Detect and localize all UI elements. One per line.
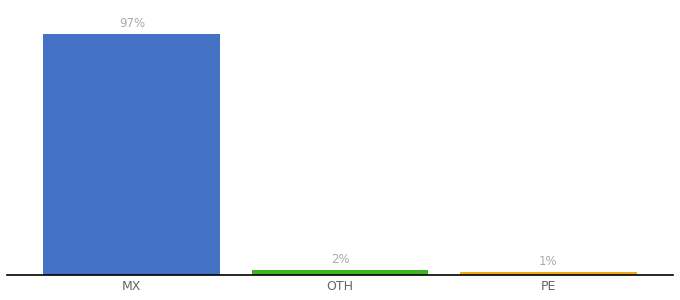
Text: 97%: 97% bbox=[119, 17, 145, 31]
Text: 2%: 2% bbox=[330, 253, 350, 266]
Bar bbox=[252, 269, 428, 275]
Bar bbox=[460, 272, 636, 274]
Text: 1%: 1% bbox=[539, 255, 558, 268]
Bar bbox=[44, 34, 220, 274]
